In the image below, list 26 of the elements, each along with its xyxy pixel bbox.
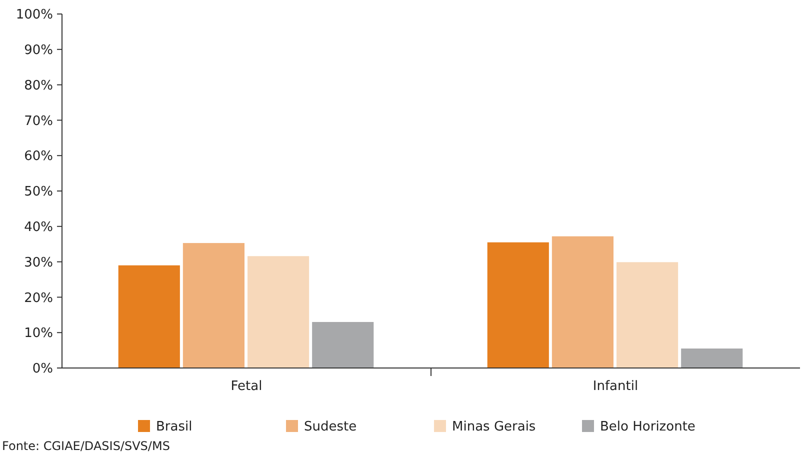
bar	[248, 256, 310, 368]
y-tick-label: 40%	[24, 220, 53, 235]
y-tick-label: 50%	[24, 184, 53, 200]
bar	[616, 262, 678, 368]
y-tick-label: 10%	[24, 326, 53, 342]
legend-label: Belo Horizonte	[600, 420, 696, 435]
source-note: Fonte: CGIAE/DASIS/SVS/MS	[2, 439, 170, 453]
y-tick-label: 90%	[24, 42, 53, 58]
bar	[118, 265, 180, 368]
bar	[487, 242, 549, 368]
y-tick-label: 0%	[32, 362, 53, 377]
y-tick-label: 80%	[24, 78, 53, 94]
y-tick-label: 60%	[24, 149, 53, 164]
bar	[312, 322, 374, 368]
x-tick-label: Fetal	[230, 379, 262, 394]
legend-label: Sudeste	[304, 420, 357, 435]
bar	[182, 243, 244, 368]
y-tick-label: 30%	[24, 255, 53, 270]
y-tick-label: 70%	[24, 114, 53, 129]
bar	[552, 236, 614, 368]
x-tick-label: Infantil	[592, 379, 638, 394]
legend-label: Brasil	[156, 420, 192, 435]
bar	[681, 348, 743, 368]
legend-label: Minas Gerais	[452, 420, 536, 435]
y-tick-label: 20%	[24, 290, 53, 306]
y-tick-label: 100%	[16, 8, 53, 23]
